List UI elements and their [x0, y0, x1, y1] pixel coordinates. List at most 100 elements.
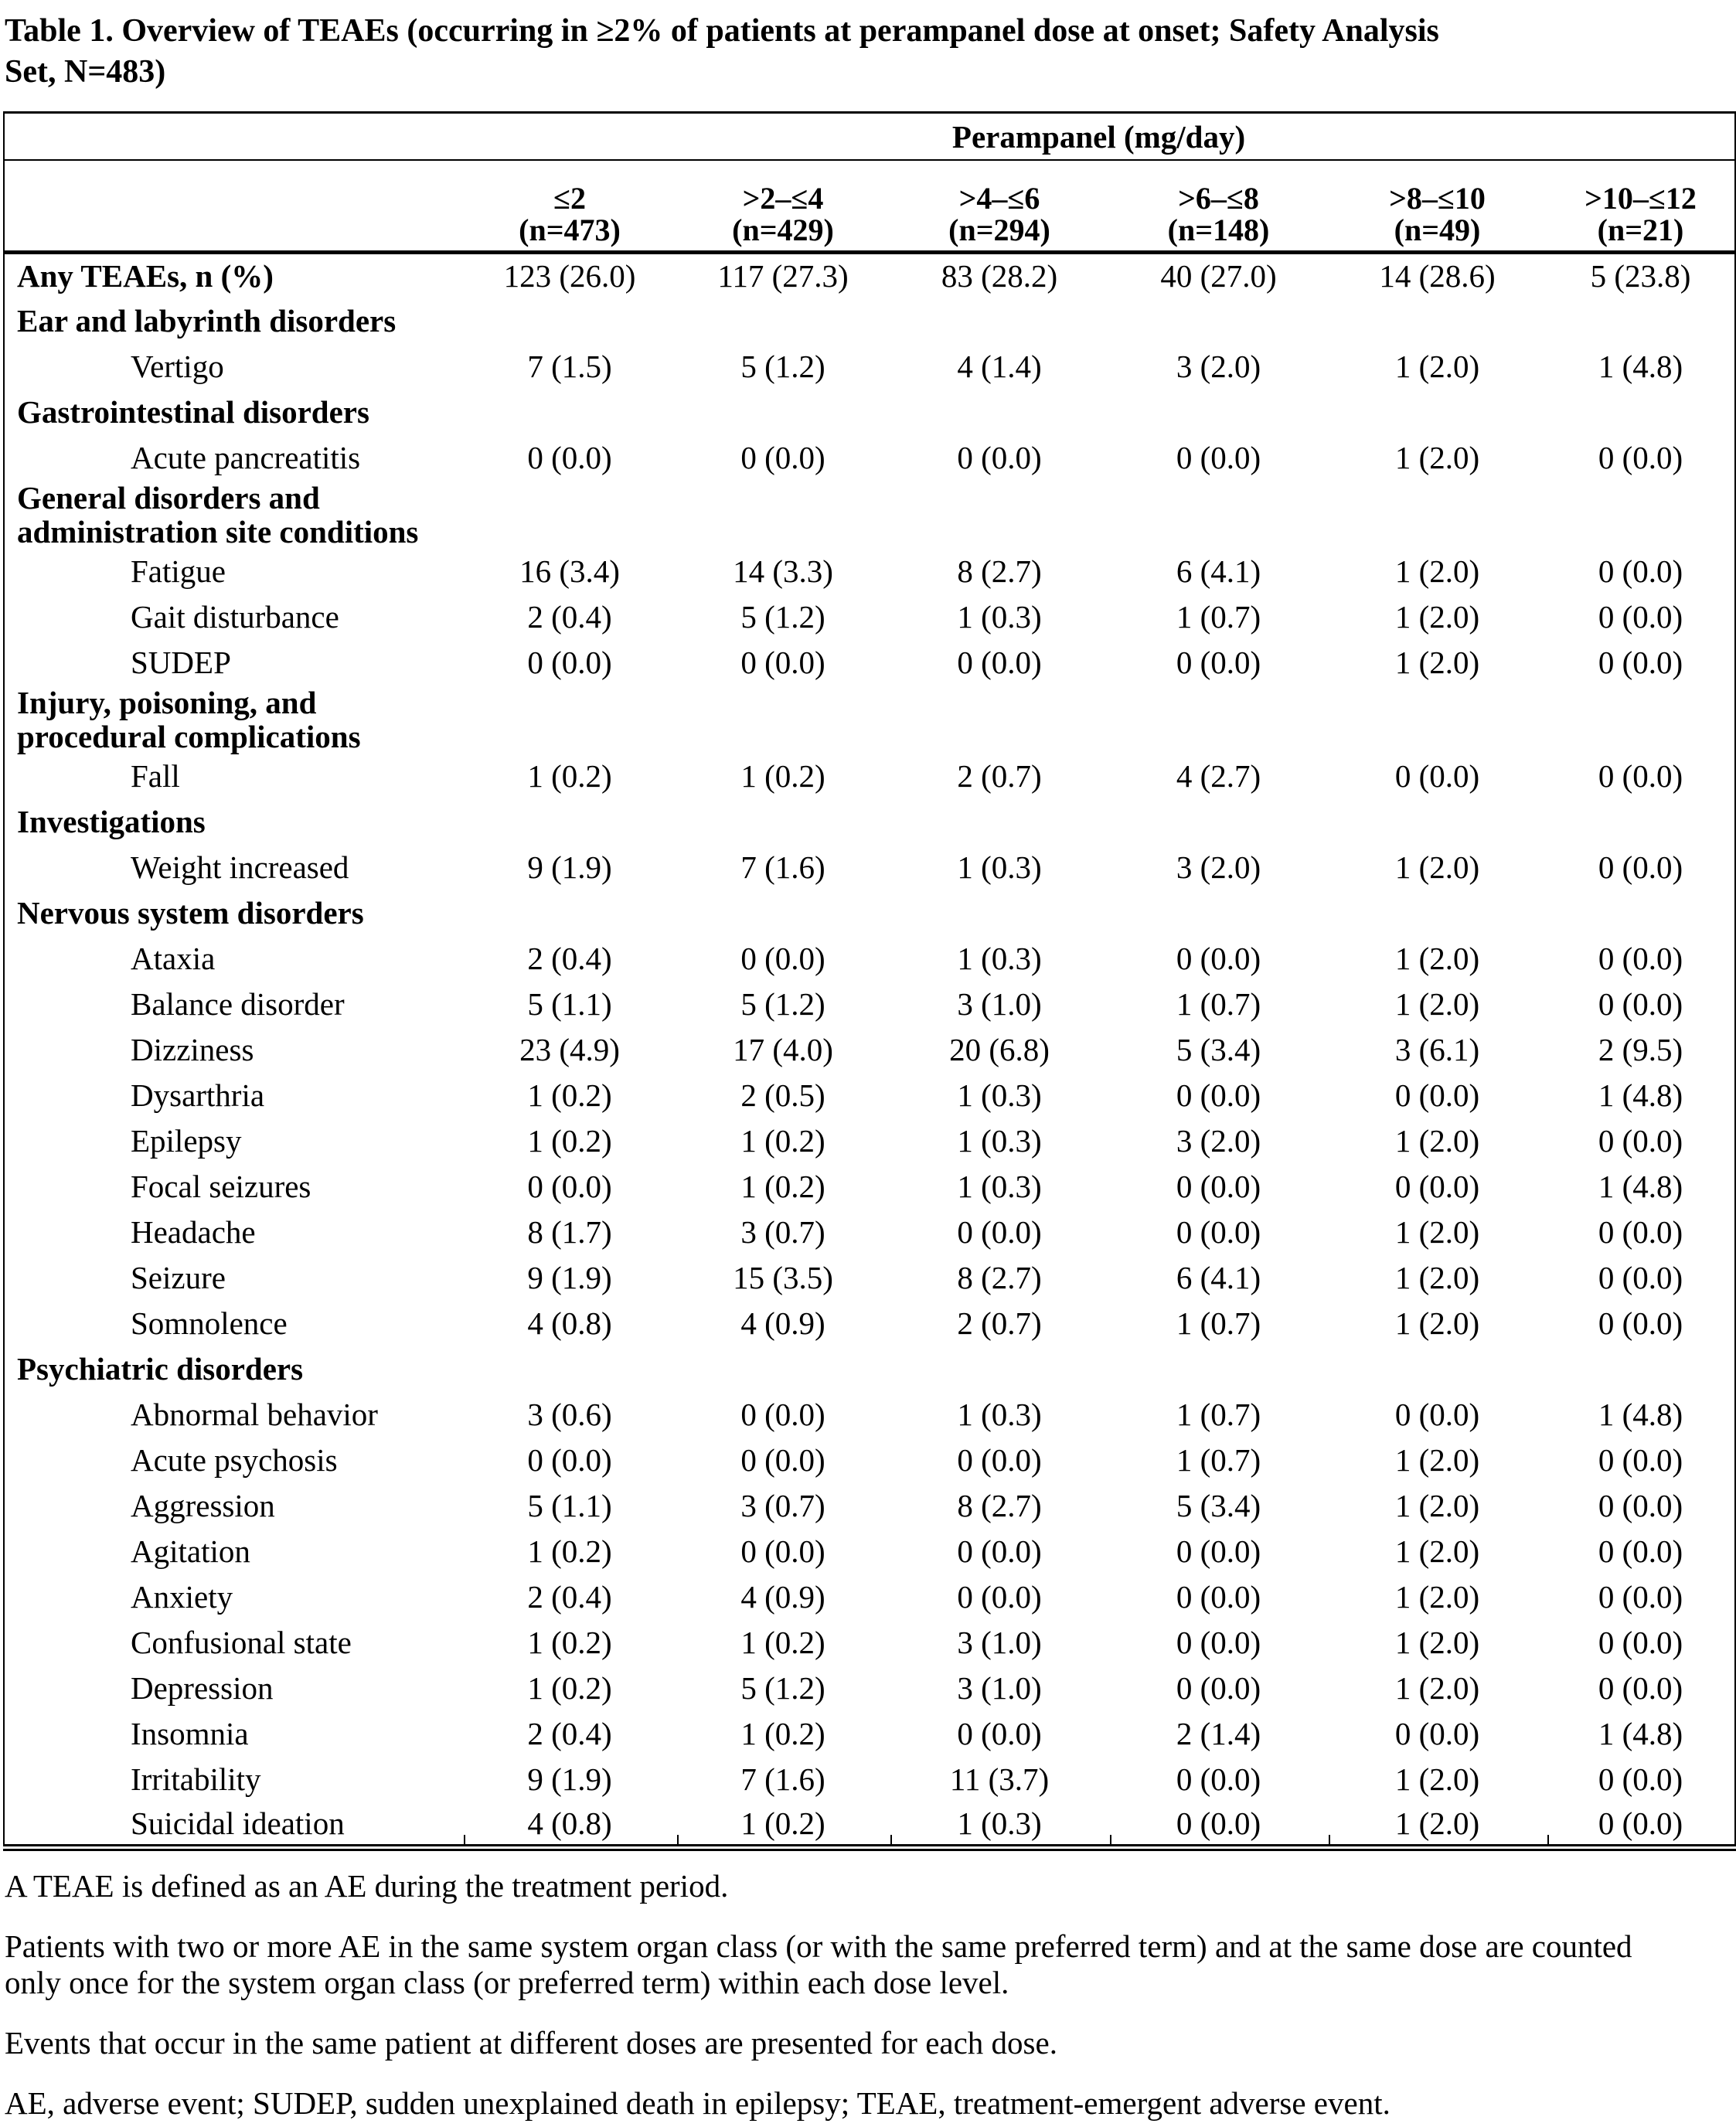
- value-cell: 3 (1.0): [957, 1670, 1042, 1706]
- empty-cell: [463, 686, 676, 754]
- value-cell: 8 (1.7): [527, 1214, 612, 1250]
- value-cell: 0 (0.0): [1176, 1761, 1261, 1797]
- value-cell: 1 (0.2): [527, 1123, 612, 1159]
- row-label: Headache: [131, 1214, 256, 1250]
- dose-range: >4–≤6: [958, 181, 1040, 216]
- value-cell: 17 (4.0): [733, 1032, 833, 1067]
- row-label: Dysarthria: [131, 1077, 265, 1113]
- row-label-header: [4, 160, 463, 254]
- row-label: Nervous system disorders: [17, 895, 364, 931]
- value-cell: 14 (28.6): [1379, 258, 1496, 294]
- row-label: Acute psychosis: [131, 1442, 338, 1478]
- table-row: Epilepsy 1 (0.2) 1 (0.2) 1 (0.3) 3 (2.0) 1 (2…: [4, 1118, 1735, 1164]
- dose-col-header-4: >6–≤8 (n=148): [1109, 160, 1328, 254]
- category-row: General disorders and administration sit…: [4, 481, 1735, 549]
- teae-table-wrap: Perampanel (mg/day) ≤2 (n=473) >2–≤4 (n=…: [3, 111, 1736, 1851]
- table-row: Agitation 1 (0.2) 0 (0.0) 0 (0.0) 0 (0.0) 1 (…: [4, 1529, 1735, 1574]
- value-cell: 1 (2.0): [1394, 1670, 1480, 1706]
- table-row: Dysarthria 1 (0.2) 2 (0.5) 1 (0.3) 0 (0.0) 0 …: [4, 1073, 1735, 1118]
- value-cell: 0 (0.0): [1394, 1169, 1480, 1204]
- table-row: Weight increased 9 (1.9) 7 (1.6) 1 (0.3) 3 (…: [4, 845, 1735, 890]
- row-label: Investigations: [17, 804, 206, 839]
- table-row: Balance disorder 5 (1.1) 5 (1.2) 3 (1.0) 1 (…: [4, 982, 1735, 1027]
- value-cell: 0 (0.0): [1176, 941, 1261, 976]
- table-row: Focal seizures 0 (0.0) 1 (0.2) 1 (0.3) 0 (0.…: [4, 1164, 1735, 1210]
- table-row: Fatigue 16 (3.4) 14 (3.3) 8 (2.7) 6 (4.1) 1 (…: [4, 549, 1735, 594]
- value-cell: 7 (1.5): [527, 349, 612, 384]
- value-cell: 6 (4.1): [1176, 553, 1261, 589]
- value-cell: 1 (0.3): [957, 1805, 1042, 1841]
- value-cell: 0 (0.0): [1598, 1670, 1683, 1706]
- empty-cell: [1547, 686, 1735, 754]
- row-label: Agitation: [131, 1533, 250, 1569]
- value-cell: 1 (2.0): [1394, 1123, 1480, 1159]
- row-label: Gastrointestinal disorders: [17, 394, 369, 430]
- row-label: Abnormal behavior: [131, 1397, 378, 1432]
- value-cell: 0 (0.0): [740, 1533, 825, 1569]
- value-cell: 0 (0.0): [740, 1442, 825, 1478]
- row-label: Ataxia: [131, 941, 216, 976]
- value-cell: 0 (0.0): [1176, 1579, 1261, 1615]
- value-cell: 5 (1.2): [740, 1670, 825, 1706]
- value-cell: 1 (2.0): [1394, 1625, 1480, 1660]
- value-cell: 0 (0.0): [1176, 645, 1261, 680]
- value-cell: 0 (0.0): [1598, 1123, 1683, 1159]
- value-cell: 1 (4.8): [1598, 1716, 1683, 1751]
- value-cell: 0 (0.0): [1598, 440, 1683, 475]
- value-cell: 1 (2.0): [1394, 440, 1480, 475]
- value-cell: 1 (0.2): [740, 1805, 825, 1841]
- value-cell: 0 (0.0): [1598, 849, 1683, 885]
- table-title-line1: Table 1. Overview of TEAEs (occurring in…: [5, 13, 1439, 49]
- value-cell: 3 (1.0): [957, 986, 1042, 1022]
- empty-cell: [676, 686, 890, 754]
- value-cell: 1 (2.0): [1394, 599, 1480, 635]
- empty-cell: [890, 298, 1109, 344]
- footnotes: A TEAE is defined as an AE during the tr…: [5, 1868, 1674, 2122]
- value-cell: 4 (0.8): [527, 1305, 612, 1341]
- row-label: Any TEAEs, n (%): [17, 258, 274, 294]
- empty-cell: [890, 390, 1109, 435]
- empty-cell: [890, 481, 1109, 549]
- row-label: Psychiatric disorders: [17, 1351, 304, 1387]
- value-cell: 1 (0.2): [527, 1625, 612, 1660]
- dose-n: (n=49): [1394, 213, 1481, 247]
- row-label: Aggression: [131, 1488, 275, 1523]
- value-cell: 16 (3.4): [519, 553, 620, 589]
- empty-cell: [1109, 298, 1328, 344]
- empty-cell: [1547, 390, 1735, 435]
- value-cell: 8 (2.7): [957, 1488, 1042, 1523]
- value-cell: 1 (0.2): [527, 1077, 612, 1113]
- empty-cell: [1109, 890, 1328, 936]
- row-label: Epilepsy: [131, 1123, 242, 1159]
- empty-cell: [463, 890, 676, 936]
- value-cell: 2 (1.4): [1176, 1716, 1261, 1751]
- row-label: SUDEP: [131, 645, 231, 680]
- value-cell: 1 (0.2): [740, 758, 825, 794]
- row-label: Insomnia: [131, 1716, 249, 1751]
- value-cell: 1 (2.0): [1394, 1488, 1480, 1523]
- table-row: Acute psychosis 0 (0.0) 0 (0.0) 0 (0.0) 1 (0…: [4, 1438, 1735, 1483]
- value-cell: 1 (0.7): [1176, 1305, 1261, 1341]
- value-cell: 123 (26.0): [503, 258, 636, 294]
- empty-cell: [463, 799, 676, 845]
- footnote-dose-rule: Events that occur in the same patient at…: [5, 2025, 1057, 2061]
- value-cell: 0 (0.0): [740, 440, 825, 475]
- value-cell: 3 (2.0): [1176, 349, 1261, 384]
- value-cell: 1 (0.7): [1176, 986, 1261, 1022]
- value-cell: 5 (1.2): [740, 599, 825, 635]
- value-cell: 1 (0.3): [957, 941, 1042, 976]
- value-cell: 0 (0.0): [527, 645, 612, 680]
- table-row: Dizziness 23 (4.9) 17 (4.0) 20 (6.8) 5 (3.4)…: [4, 1027, 1735, 1073]
- value-cell: 40 (27.0): [1160, 258, 1277, 294]
- footnote-teae-definition: A TEAE is defined as an AE during the tr…: [5, 1868, 729, 1904]
- empty-cell: [1328, 390, 1547, 435]
- value-cell: 0 (0.0): [1598, 1533, 1683, 1569]
- value-cell: 1 (2.0): [1394, 1761, 1480, 1797]
- value-cell: 0 (0.0): [1176, 1077, 1261, 1113]
- value-cell: 0 (0.0): [1176, 1805, 1261, 1841]
- table-row: Headache 8 (1.7) 3 (0.7) 0 (0.0) 0 (0.0) 1 (2…: [4, 1210, 1735, 1255]
- value-cell: 4 (2.7): [1176, 758, 1261, 794]
- value-cell: 1 (0.7): [1176, 1397, 1261, 1432]
- row-label: Gait disturbance: [131, 599, 339, 635]
